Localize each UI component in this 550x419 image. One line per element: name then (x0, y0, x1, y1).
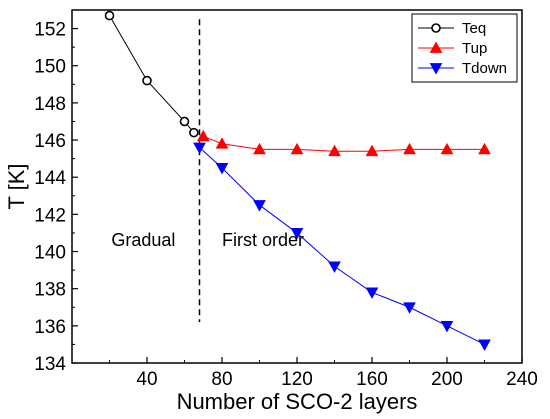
y-tick-label: 140 (34, 243, 66, 264)
legend-marker-teq (431, 23, 441, 33)
x-tick-label: 40 (136, 369, 157, 390)
y-tick-label: 136 (34, 317, 66, 338)
data-point-tdown (440, 320, 454, 333)
data-point-tdown (290, 228, 304, 240)
x-tick-label: 240 (506, 369, 538, 390)
data-point-tup (290, 142, 304, 155)
data-point-tup (215, 137, 229, 149)
data-point-tdown (215, 163, 229, 175)
data-point-tdown (403, 302, 416, 314)
data-point-tdown (365, 287, 379, 299)
data-point-tup (403, 142, 416, 155)
y-tick-label: 150 (34, 57, 66, 78)
data-point-tup (253, 142, 266, 155)
data-point-tup (196, 129, 210, 142)
series-line-teq (109, 15, 195, 133)
y-tick-label: 148 (34, 94, 66, 115)
data-point-tdown (328, 261, 341, 273)
data-point-tup (328, 144, 341, 157)
legend-label-tup: Tup (462, 40, 487, 57)
annotation-gradual: Gradual (111, 230, 175, 250)
annotation-first-order: First order (222, 230, 304, 250)
y-tick-label: 142 (34, 205, 66, 226)
y-tick-label: 146 (34, 131, 66, 152)
legend-label-tdown: Tdown (462, 60, 507, 77)
data-point-tdown (253, 200, 266, 212)
x-tick-label: 160 (356, 369, 388, 390)
data-point-teq (179, 116, 190, 127)
y-axis-title: T [K] (4, 163, 29, 209)
data-point-tup (365, 144, 379, 157)
x-tick-label: 200 (431, 369, 463, 390)
y-tick-label: 134 (34, 354, 66, 375)
data-point-tdown (193, 142, 206, 155)
series-line-tup (203, 135, 485, 152)
y-tick-label: 138 (34, 280, 66, 301)
legend-marker-tup (429, 41, 443, 53)
data-point-teq (104, 10, 115, 21)
legend-label-teq: Teq (462, 20, 486, 37)
data-point-tup (440, 142, 454, 155)
y-tick-label: 144 (34, 168, 66, 189)
x-tick-label: 120 (281, 369, 313, 390)
y-tick-label: 152 (34, 20, 66, 41)
legend-marker-tdown (429, 63, 443, 75)
data-point-tup (478, 142, 491, 155)
data-point-teq (142, 75, 152, 86)
data-point-tdown (478, 339, 491, 351)
x-axis-title: Number of SCO-2 layers (177, 389, 418, 414)
x-tick-label: 80 (211, 369, 232, 390)
data-point-teq (189, 127, 199, 138)
